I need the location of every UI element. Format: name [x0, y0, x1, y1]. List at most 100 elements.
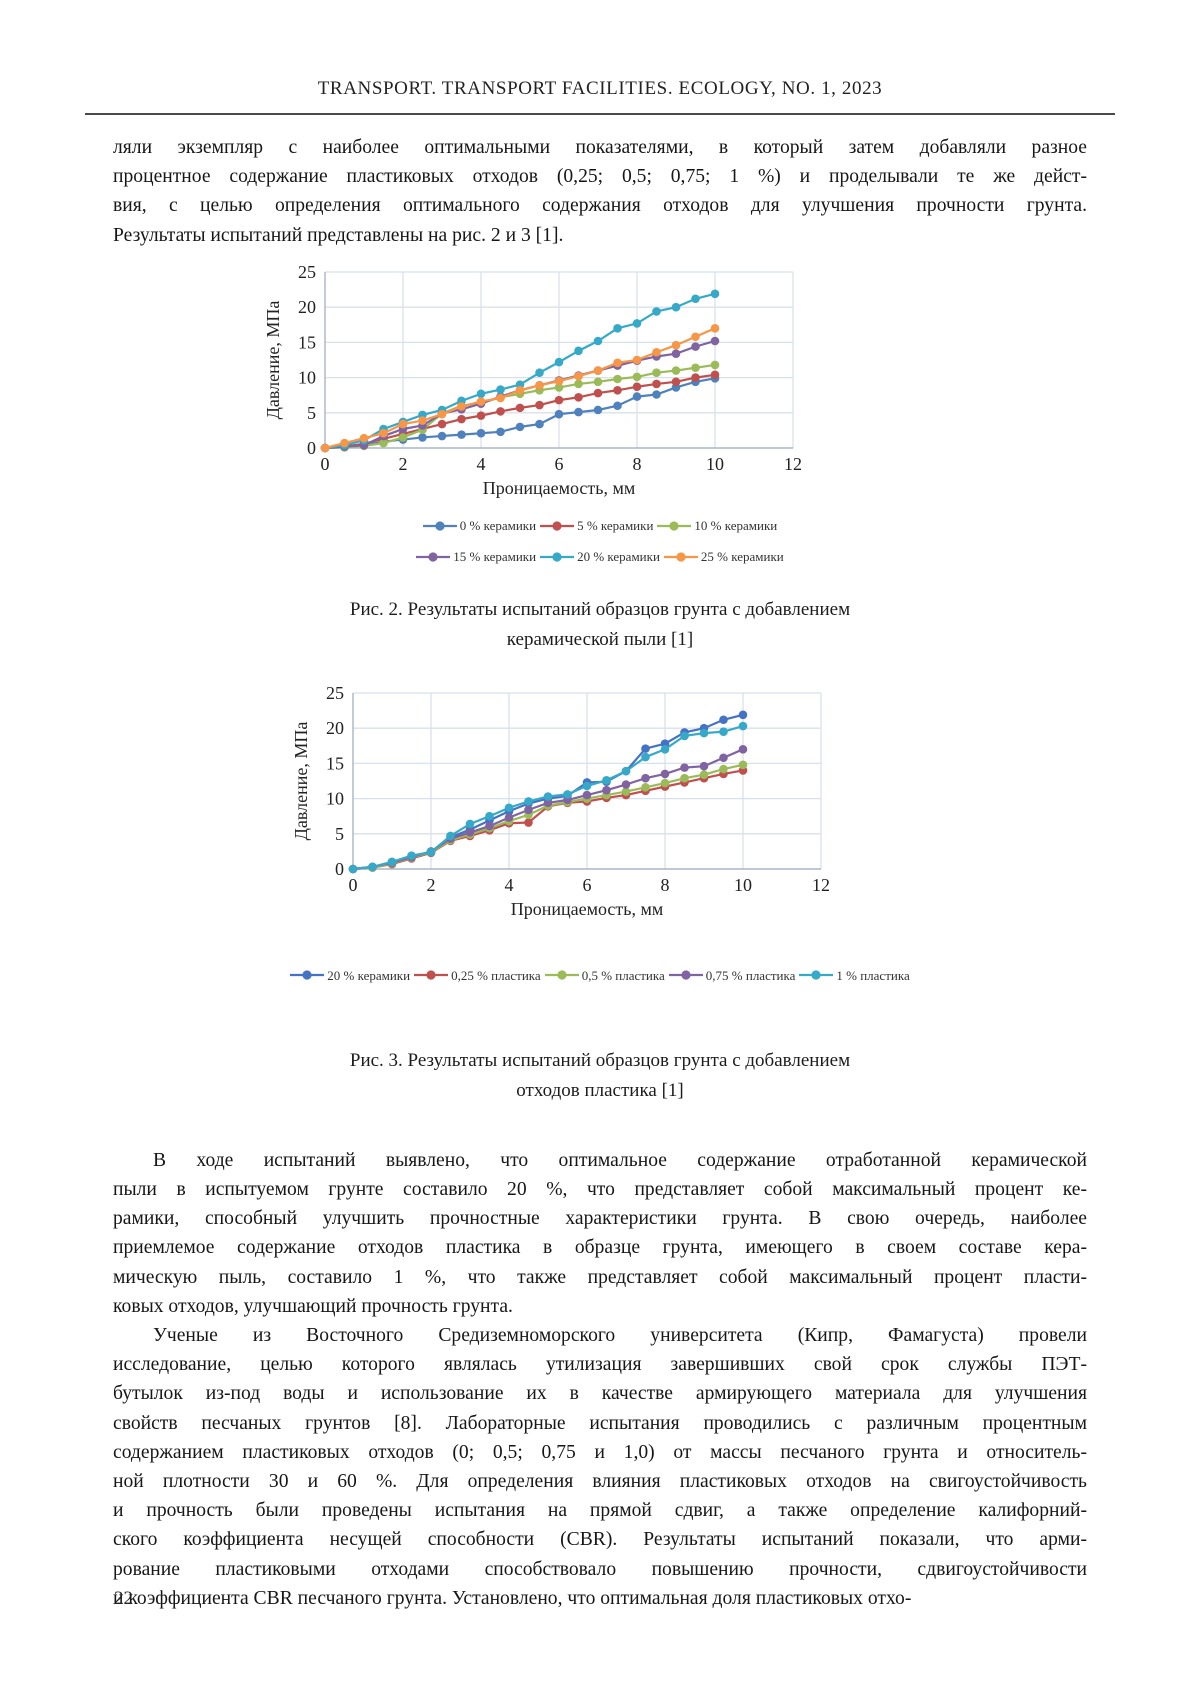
svg-text:6: 6	[555, 454, 564, 474]
caption-line: Рис. 3. Результаты испытаний образцов гр…	[349, 1049, 851, 1071]
caption-line: Рис. 2. Результаты испытаний образцов гр…	[349, 599, 851, 621]
legend-marker-icon	[799, 970, 834, 980]
legend-marker-icon	[540, 521, 575, 531]
svg-text:25: 25	[298, 262, 316, 282]
svg-text:10: 10	[326, 789, 344, 809]
legend-label: 20 % керамики	[327, 967, 411, 983]
svg-text:5: 5	[307, 403, 316, 423]
paragraph-line: процентное содержание пластиковых отходо…	[113, 166, 1087, 188]
legend-item: 20 % керамики	[290, 961, 410, 990]
paragraph-line: ной плотности 30 и 60 %. Для определения…	[113, 1471, 1087, 1493]
legend-label: 1 % пластика	[836, 967, 910, 983]
svg-text:15: 15	[326, 754, 344, 774]
svg-text:4: 4	[505, 875, 514, 895]
body-text: ляли экземпляр с наиболее оптимальными п…	[113, 133, 1087, 1613]
figure-2: 0 5 10 15 20 25 0 2 4 6 8 10 12 Проницаемость, мм Давл…	[113, 260, 1087, 656]
legend-item: 0 % керамики	[422, 511, 537, 540]
legend-label: 0 % керамики	[459, 518, 537, 534]
svg-text:0: 0	[321, 454, 330, 474]
svg-text:10: 10	[734, 875, 752, 895]
svg-text:10: 10	[298, 367, 316, 387]
svg-text:20: 20	[326, 719, 344, 739]
legend-label: 25 % керамики	[700, 549, 784, 565]
legend-label: 10 % керамики	[694, 518, 778, 534]
paragraph-line: Ученые из Восточного Средиземноморского …	[153, 1325, 1087, 1347]
legend-item: 0,25 % пластика	[414, 961, 541, 990]
svg-text:0: 0	[349, 875, 358, 895]
legend-item: 20 % керамики	[540, 542, 660, 571]
journal-header: TRANSPORT. TRANSPORT FACILITIES. ECOLOGY…	[317, 78, 883, 99]
svg-text:8: 8	[633, 454, 642, 474]
header-rule	[85, 113, 1115, 115]
paragraph-line: ляли экземпляр с наиболее оптимальными п…	[113, 137, 1087, 158]
legend-item: 15 % керамики	[416, 542, 536, 571]
legend-label: 15 % керамики	[453, 549, 537, 565]
svg-text:Проницаемость, мм: Проницаемость, мм	[483, 478, 636, 498]
figure-3-caption: Рис. 3. Результаты испытаний образцов гр…	[113, 1046, 1087, 1106]
svg-text:Давление, МПа: Давление, МПа	[291, 722, 311, 841]
legend-label: 0,5 % пластика	[581, 967, 665, 983]
legend-label: 20 % керамики	[577, 549, 660, 565]
svg-text:4: 4	[477, 454, 486, 474]
figure-3: 0 5 10 15 20 25 0 2 4 6 8 10 12 Проницаемость, мм Давл…	[113, 681, 1087, 1105]
line-chart-ceramic-dust: 0 5 10 15 20 25 0 2 4 6 8 10 12 Проницаемость, мм Давл…	[263, 262, 802, 498]
legend-marker-icon	[668, 970, 703, 980]
paragraph-line: пыли в испытуемом грунте составило 20 %,…	[113, 1179, 1087, 1201]
paragraph-line: приемлемое содержание отходов пластика в…	[113, 1237, 1087, 1259]
paragraph-line: вия, с целью определения оптимального со…	[113, 195, 1087, 217]
figure-3-chart: 0 5 10 15 20 25 0 2 4 6 8 10 12 Проницаемость, мм Давл…	[291, 681, 1087, 930]
svg-text:Проницаемость, мм: Проницаемость, мм	[511, 899, 664, 919]
paragraph: В ходе испытаний выявлено, что оптимальн…	[113, 1146, 1087, 1321]
svg-text:5: 5	[335, 824, 344, 844]
svg-text:0: 0	[307, 438, 316, 458]
svg-text:8: 8	[661, 875, 670, 895]
legend-marker-icon	[540, 552, 575, 562]
figure-2-legend: 0 % керамики 5 % керамики 10 % керамики 15 …	[365, 511, 835, 571]
svg-text:2: 2	[427, 875, 436, 895]
paragraph-line: В ходе испытаний выявлено, что оптимальн…	[153, 1149, 1087, 1171]
legend-label: 0,25 % пластика	[451, 967, 541, 983]
svg-text:15: 15	[298, 332, 316, 352]
legend-item: 1 % пластика	[799, 961, 910, 990]
paragraph-line: и прочность были проведены испытания на …	[113, 1500, 1087, 1522]
legend-label: 5 % керамики	[577, 518, 654, 534]
paragraph-line: и коэффициента CBR песчаного грунта. Уст…	[113, 1587, 912, 1609]
paragraph-line: рование пластиковыми отходами способство…	[113, 1558, 1087, 1580]
page-number: 22	[114, 1588, 133, 1609]
paragraph-line: рамики, способный улучшить прочностные х…	[113, 1208, 1087, 1230]
svg-text:0: 0	[335, 859, 344, 879]
figure-3-legend: 20 % керамики 0,25 % пластика 0,5 % пласти…	[170, 961, 1030, 990]
paragraph-line: Результаты испытаний представлены на рис…	[113, 224, 564, 246]
paragraph-line: бутылок из-под воды и использование их в…	[113, 1383, 1087, 1405]
line-chart-plastic-waste: 0 5 10 15 20 25 0 2 4 6 8 10 12 Проницаемость, мм Давл…	[291, 683, 830, 919]
legend-item: 25 % керамики	[663, 542, 784, 571]
svg-text:2: 2	[399, 454, 408, 474]
legend-item: 0,5 % пластика	[544, 961, 665, 990]
legend-item: 5 % керамики	[540, 511, 653, 540]
legend-marker-icon	[663, 552, 698, 562]
svg-text:20: 20	[298, 297, 316, 317]
paragraph: Ученые из Восточного Средиземноморского …	[113, 1321, 1087, 1613]
paragraph: ляли экземпляр с наиболее оптимальными п…	[113, 133, 1087, 250]
legend-marker-icon	[290, 970, 325, 980]
svg-text:6: 6	[583, 875, 592, 895]
legend-marker-icon	[544, 970, 579, 980]
legend-marker-icon	[422, 521, 457, 531]
svg-text:25: 25	[326, 683, 344, 703]
legend-marker-icon	[657, 521, 692, 531]
svg-text:10: 10	[706, 454, 724, 474]
legend-item: 10 % керамики	[657, 511, 777, 540]
figure-2-caption: Рис. 2. Результаты испытаний образцов гр…	[113, 595, 1087, 655]
caption-line: отходов пластика [1]	[516, 1079, 684, 1101]
figure-2-chart: 0 5 10 15 20 25 0 2 4 6 8 10 12 Проницаемость, мм Давл…	[263, 260, 1087, 509]
legend-marker-icon	[414, 970, 449, 980]
legend-label: 0,75 % пластика	[705, 967, 796, 983]
legend-item: 0,75 % пластика	[668, 961, 796, 990]
paragraph-line: мическую пыль, составило 1 %, что также …	[113, 1266, 1087, 1288]
paragraph-line: ковых отходов, улучшающий прочность грун…	[113, 1295, 513, 1317]
svg-text:12: 12	[812, 875, 830, 895]
paragraph-line: свойств песчаных грунтов [8]. Лабораторн…	[113, 1412, 1087, 1434]
paragraph-line: содержанием пластиковых отходов (0; 0,5;…	[113, 1441, 1087, 1463]
legend-marker-icon	[416, 552, 451, 562]
